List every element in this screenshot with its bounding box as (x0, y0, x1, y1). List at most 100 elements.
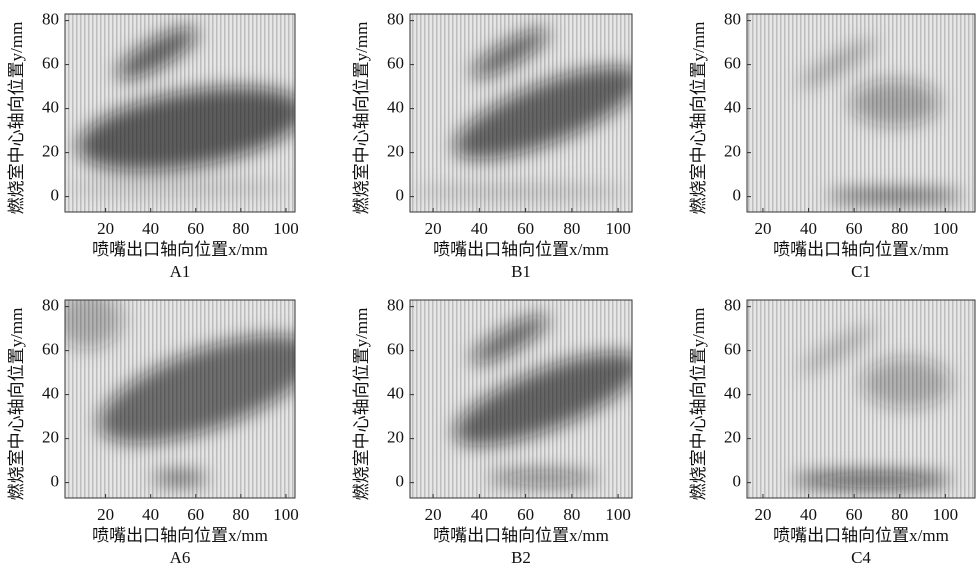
x-tick-label: 20 (425, 219, 442, 238)
panel: 20 40 60 80 100 0 20 40 60 80 喷嘴出口轴向位置x/mm B1 燃烧室中心轴… (352, 10, 633, 281)
y-tick-label: 0 (51, 472, 60, 491)
y-axis-label: 燃烧室中心轴向位置y/mm (7, 22, 26, 215)
panel-label: A6 (170, 548, 191, 567)
heatmap-image (747, 300, 975, 498)
x-tick-label: 60 (187, 219, 204, 238)
panel: 20 40 60 80 100 0 20 40 60 80 喷嘴出口轴向位置x/mm B2 燃烧室中心轴… (352, 296, 633, 567)
heatmap-image (747, 14, 975, 212)
y-tick-label: 80 (387, 10, 404, 29)
y-tick-label: 0 (733, 472, 742, 491)
plot-frame (64, 299, 296, 499)
y-tick-label: 40 (387, 98, 404, 117)
x-tick-label: 40 (800, 219, 817, 238)
panel-label: B2 (511, 548, 531, 567)
y-tick-label: 20 (42, 142, 59, 161)
y-tick-label: 20 (724, 428, 741, 447)
heatmap-texture (65, 14, 295, 212)
plot-frame (64, 13, 296, 213)
y-tick-label: 60 (724, 54, 741, 73)
y-tick-label: 60 (387, 340, 404, 359)
x-tick-label: 100 (273, 505, 299, 524)
heatmap-texture (410, 300, 632, 498)
x-tick-label: 40 (471, 219, 488, 238)
y-tick-label: 80 (724, 10, 741, 29)
y-tick-label: 60 (724, 340, 741, 359)
x-tick-label: 80 (891, 219, 908, 238)
x-tick-label: 100 (273, 219, 299, 238)
x-tick-label: 60 (846, 219, 863, 238)
y-tick-label: 40 (42, 98, 59, 117)
panel-label: B1 (511, 262, 531, 281)
panel: 20 40 60 80 100 0 20 40 60 80 喷嘴出口轴向位置x/mm C1 燃烧室中心轴… (689, 10, 976, 281)
x-tick-label: 80 (891, 505, 908, 524)
y-tick-label: 60 (42, 54, 59, 73)
panel: 20 40 60 80 100 0 20 40 60 80 喷嘴出口轴向位置x/mm A1 燃烧室中心轴… (7, 10, 299, 281)
y-tick-label: 20 (387, 142, 404, 161)
x-tick-label: 40 (142, 219, 159, 238)
y-tick-label: 80 (42, 296, 59, 315)
y-axis-label: 燃烧室中心轴向位置y/mm (689, 22, 708, 215)
y-tick-label: 0 (733, 186, 742, 205)
heatmap-image (410, 14, 632, 212)
x-tick-label: 60 (846, 505, 863, 524)
y-tick-label: 0 (396, 472, 405, 491)
x-tick-label: 80 (232, 505, 249, 524)
y-tick-label: 0 (396, 186, 405, 205)
x-axis-label: 喷嘴出口轴向位置x/mm (773, 240, 949, 259)
y-axis-label: 燃烧室中心轴向位置y/mm (352, 22, 371, 215)
y-tick-label: 40 (42, 384, 59, 403)
y-tick-label: 60 (42, 340, 59, 359)
y-tick-label: 40 (724, 98, 741, 117)
panel: 20 40 60 80 100 0 20 40 60 80 喷嘴出口轴向位置x/mm C4 燃烧室中心轴… (689, 296, 976, 567)
y-tick-label: 80 (724, 296, 741, 315)
x-tick-label: 100 (605, 219, 631, 238)
y-tick-label: 0 (51, 186, 60, 205)
panel: 20 40 60 80 100 0 20 40 60 80 喷嘴出口轴向位置x/mm A6 燃烧室中心轴… (7, 296, 299, 567)
x-tick-label: 60 (517, 505, 534, 524)
x-tick-label: 20 (97, 219, 114, 238)
x-axis-label: 喷嘴出口轴向位置x/mm (433, 240, 609, 259)
panel-label: A1 (170, 262, 191, 281)
x-tick-label: 20 (425, 505, 442, 524)
y-tick-label: 20 (724, 142, 741, 161)
y-tick-label: 60 (387, 54, 404, 73)
x-tick-label: 40 (800, 505, 817, 524)
x-axis-label: 喷嘴出口轴向位置x/mm (92, 240, 268, 259)
x-tick-label: 20 (754, 505, 771, 524)
plot-frame (746, 299, 976, 499)
heatmap-image (410, 300, 632, 498)
heatmap-texture (65, 300, 295, 498)
y-tick-label: 20 (387, 428, 404, 447)
plot-frame (409, 299, 633, 499)
x-tick-label: 60 (517, 219, 534, 238)
x-tick-label: 20 (754, 219, 771, 238)
y-tick-label: 40 (387, 384, 404, 403)
x-tick-label: 60 (187, 505, 204, 524)
panel-label: C4 (851, 548, 871, 567)
x-tick-label: 80 (563, 219, 580, 238)
x-tick-label: 80 (563, 505, 580, 524)
x-axis-label: 喷嘴出口轴向位置x/mm (773, 526, 949, 545)
x-tick-label: 40 (142, 505, 159, 524)
heatmap-texture (747, 14, 975, 212)
x-tick-label: 100 (605, 505, 631, 524)
x-tick-label: 20 (97, 505, 114, 524)
panel-label: C1 (851, 262, 871, 281)
heatmap-image (65, 14, 295, 212)
y-tick-label: 40 (724, 384, 741, 403)
heatmap-image (65, 300, 295, 498)
y-tick-label: 20 (42, 428, 59, 447)
y-axis-label: 燃烧室中心轴向位置y/mm (352, 308, 371, 501)
y-tick-label: 80 (42, 10, 59, 29)
y-axis-label: 燃烧室中心轴向位置y/mm (689, 308, 708, 501)
x-tick-label: 40 (471, 505, 488, 524)
x-tick-label: 100 (933, 505, 959, 524)
y-tick-label: 80 (387, 296, 404, 315)
x-axis-label: 喷嘴出口轴向位置x/mm (433, 526, 609, 545)
x-axis-label: 喷嘴出口轴向位置x/mm (92, 526, 268, 545)
y-axis-label: 燃烧室中心轴向位置y/mm (7, 308, 26, 501)
plot-frame (746, 13, 976, 213)
heatmap-texture (747, 300, 975, 498)
plot-frame (409, 13, 633, 213)
